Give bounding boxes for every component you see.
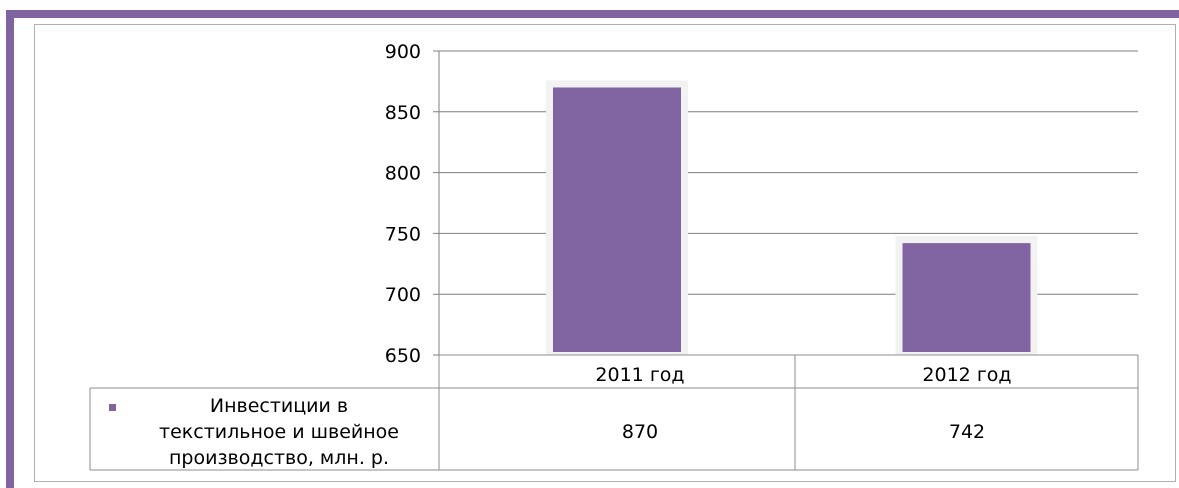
category-label-2012: 2012 год (922, 364, 1011, 386)
data-table: 2011 год 2012 год Инвестиции в текстильн… (89, 354, 1139, 471)
frame-top-border (6, 10, 1179, 18)
table-value-2011: 870 (622, 421, 658, 443)
legend-marker (109, 404, 116, 411)
category-label-2011: 2011 год (595, 364, 684, 386)
bar-2011 (553, 87, 681, 352)
y-tick-label: 900 (385, 41, 421, 63)
y-tick-label: 800 (385, 163, 421, 185)
table-value-2012: 742 (949, 421, 985, 443)
frame-left-border (6, 10, 14, 488)
legend-label-line-1: Инвестиции в (210, 395, 348, 417)
y-tick-label: 700 (385, 284, 421, 306)
y-tick-label: 750 (385, 223, 421, 245)
y-tick-label: 650 (385, 345, 421, 367)
y-axis-ticks: 650 700 750 800 850 900 (385, 41, 421, 367)
y-tick-label: 850 (385, 102, 421, 124)
bar-2012 (902, 243, 1031, 352)
legend-label-line-2: текстильное и швейное (159, 421, 399, 443)
bars (546, 80, 1038, 355)
legend-label-line-3: производство, млн. р. (169, 447, 389, 469)
